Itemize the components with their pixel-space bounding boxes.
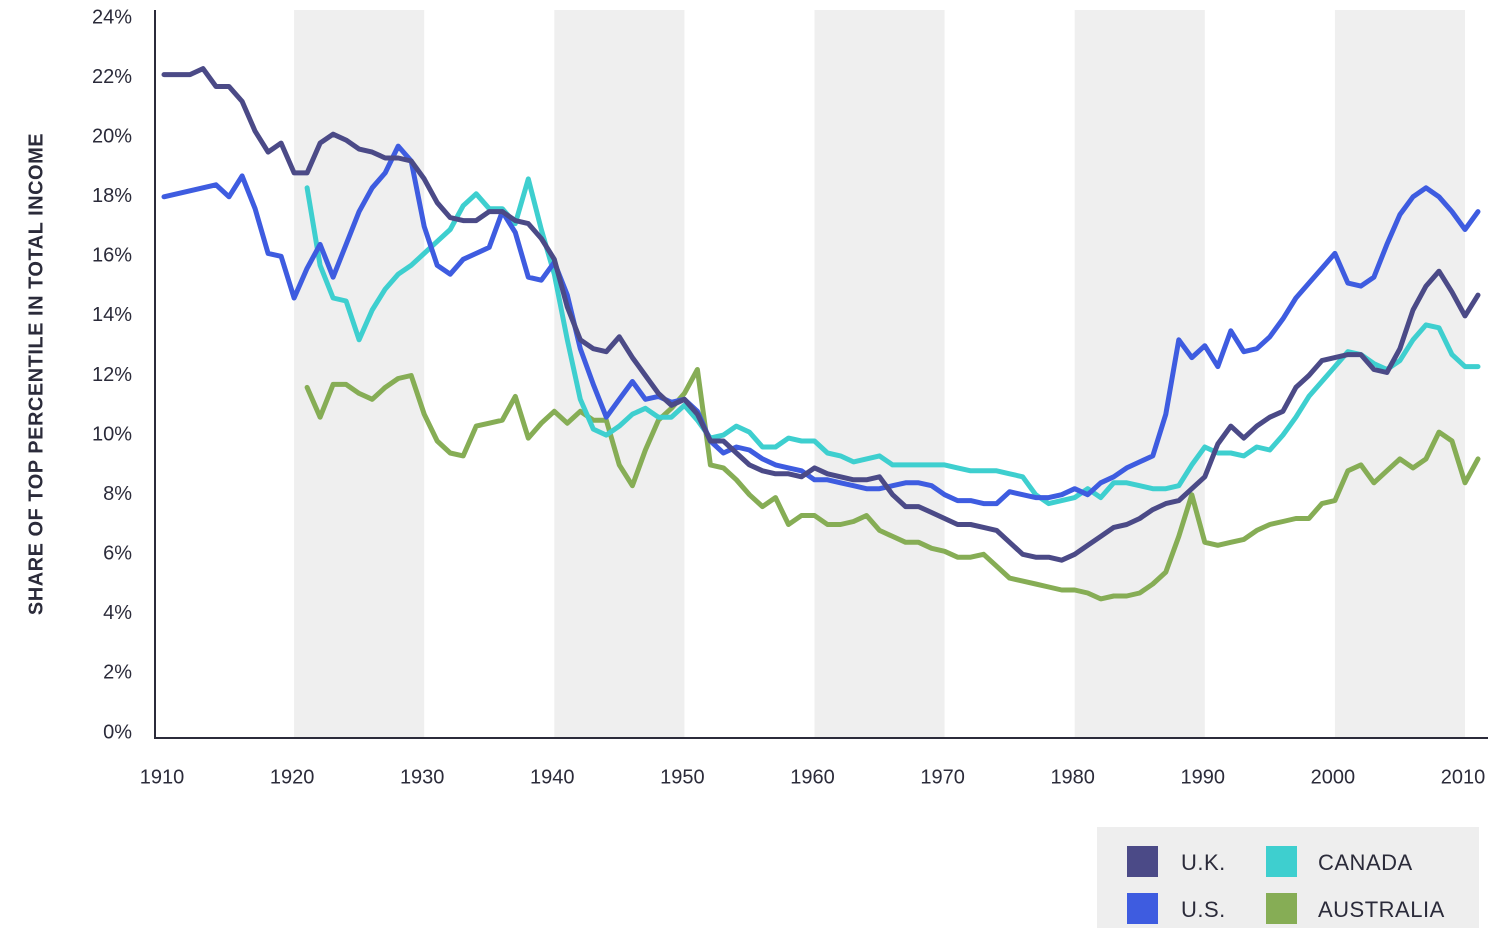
x-tick-label: 1990 [1181, 766, 1226, 788]
x-tick-label: 1960 [790, 766, 835, 788]
y-tick-label: 2% [103, 662, 132, 684]
series-lines [161, 66, 1481, 602]
x-tick-label: 1980 [1050, 766, 1095, 788]
series-line-canada [304, 176, 1481, 507]
y-tick-label: 0% [103, 721, 132, 743]
x-tick-label: 1940 [530, 766, 575, 788]
y-tick-labels: 0% 2% 4% 6% 8% 10% 12% 14% 16% 18% 20% 22% 24% [92, 6, 132, 743]
y-tick-label: 22% [92, 66, 132, 88]
x-tick-label: 2010 [1441, 766, 1486, 788]
x-tick-label: 1970 [920, 766, 965, 788]
shaded-decade-bands [294, 10, 1465, 737]
legend-swatch-uk [1127, 846, 1158, 877]
shaded-band-2 [814, 10, 945, 737]
y-tick-label: 14% [92, 304, 132, 326]
series-line-uk [161, 66, 1481, 563]
x-tick-label: 2000 [1311, 766, 1356, 788]
y-tick-label: 10% [92, 423, 132, 445]
legend-label-australia: AUSTRALIA [1318, 897, 1445, 922]
legend-label-us: U.S. [1181, 897, 1226, 922]
y-tick-label: 16% [92, 245, 132, 267]
legend-label-canada: CANADA [1318, 850, 1413, 875]
axes [154, 10, 1488, 739]
shaded-band-4 [1334, 10, 1465, 737]
y-tick-label: 12% [92, 364, 132, 386]
y-tick-label: 6% [103, 543, 132, 565]
y-tick-label: 8% [103, 483, 132, 505]
shaded-band-0 [294, 10, 425, 737]
y-tick-label: 4% [103, 602, 132, 624]
series-line-us [161, 143, 1481, 507]
legend: U.K. U.S. CANADA AUSTRALIA [1097, 827, 1479, 928]
y-tick-label: 24% [92, 6, 132, 28]
legend-swatch-canada [1266, 846, 1297, 877]
legend-swatch-us [1127, 893, 1158, 924]
series-line-australia [304, 367, 1481, 602]
shaded-band-3 [1074, 10, 1205, 737]
x-tick-label: 1910 [140, 766, 185, 788]
y-tick-label: 20% [92, 125, 132, 147]
y-tick-label: 18% [92, 185, 132, 207]
x-tick-label: 1920 [270, 766, 315, 788]
legend-label-uk: U.K. [1181, 850, 1226, 875]
x-tick-labels: 1910 1920 1930 1940 1950 1960 1970 1980 1990 2000… [140, 766, 1485, 788]
legend-swatch-australia [1266, 893, 1297, 924]
x-tick-label: 1950 [660, 766, 705, 788]
x-tick-label: 1930 [400, 766, 445, 788]
y-axis-title: SHARE OF TOP PERCENTILE IN TOTAL INCOME [25, 133, 47, 615]
